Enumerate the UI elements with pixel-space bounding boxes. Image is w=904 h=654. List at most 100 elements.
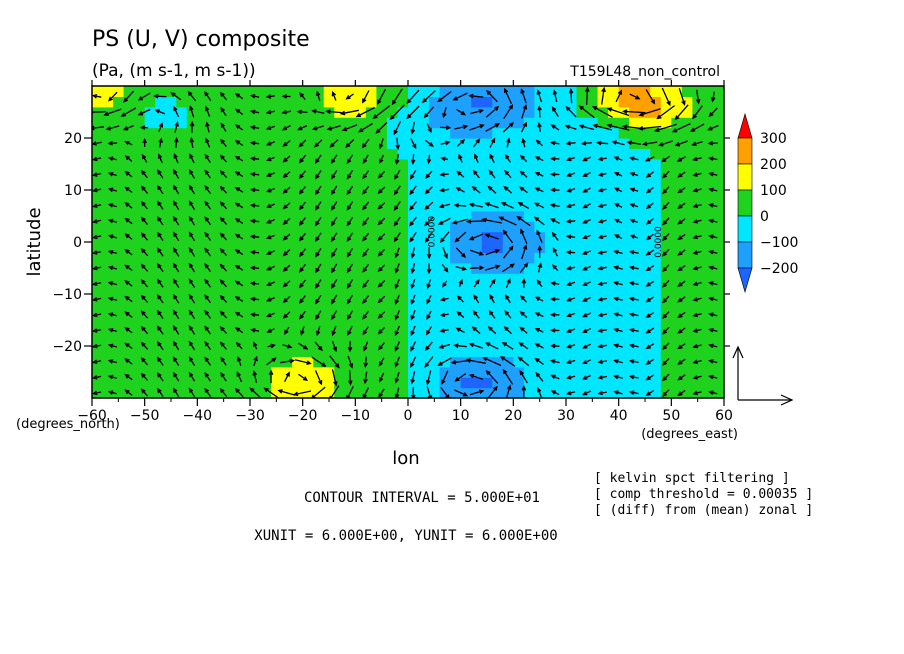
wind-vector — [645, 343, 655, 350]
field-cell — [481, 356, 493, 368]
wind-vector — [410, 263, 416, 275]
field-cell — [144, 294, 156, 305]
wind-vector — [534, 156, 544, 162]
field-cell — [513, 86, 525, 97]
wind-vector — [187, 90, 197, 102]
field-cell — [239, 158, 251, 170]
field-cell — [671, 127, 683, 139]
field-cell — [713, 387, 724, 398]
field-cell — [228, 242, 241, 253]
wind-vector — [156, 278, 164, 288]
wind-vector — [156, 340, 164, 351]
field-cell — [671, 366, 683, 378]
field-cell — [176, 346, 188, 357]
wind-vector — [498, 216, 517, 226]
field-cell — [692, 179, 704, 191]
field-cell — [323, 127, 335, 139]
field-cell — [176, 179, 188, 191]
wind-vector — [468, 373, 484, 380]
wind-vector — [299, 295, 306, 305]
wind-vector — [346, 170, 354, 180]
wind-vector — [662, 264, 670, 273]
wind-vector — [550, 281, 560, 286]
wind-vector — [613, 234, 623, 240]
field-cell — [566, 158, 578, 170]
wind-vector — [105, 125, 120, 131]
field-cell — [502, 86, 514, 97]
field-cell — [123, 366, 135, 378]
field-cell — [323, 356, 335, 368]
field-cell — [102, 117, 114, 129]
field-cell — [576, 346, 588, 357]
field-cell — [692, 283, 704, 295]
wind-vector — [315, 232, 322, 242]
field-cell — [365, 346, 377, 357]
field-cell — [544, 262, 557, 274]
wind-vector — [92, 265, 102, 271]
wind-vector — [124, 373, 133, 381]
field-cell — [165, 314, 177, 326]
field-cell — [165, 335, 177, 347]
field-cell — [355, 283, 367, 295]
wind-vector — [277, 389, 296, 396]
wind-vector — [582, 359, 591, 365]
wind-vector — [549, 359, 560, 364]
wind-vector — [234, 280, 244, 287]
colorbar-tick-label: 200 — [760, 157, 787, 173]
field-cell — [450, 138, 462, 149]
field-cell — [660, 314, 672, 326]
wind-vector — [204, 216, 212, 226]
field-cell — [144, 356, 156, 368]
wind-vector — [628, 359, 639, 364]
wind-vector — [107, 265, 118, 271]
field-cell — [502, 377, 514, 389]
wind-vector — [438, 203, 450, 209]
field-cell — [271, 252, 283, 264]
wind-vector — [677, 249, 686, 256]
field-cell — [292, 86, 304, 97]
field-cell — [713, 366, 724, 378]
field-cell — [481, 294, 493, 305]
field-cell — [165, 200, 177, 212]
field-cell — [608, 231, 620, 243]
field-cell — [639, 356, 651, 368]
field-cell — [292, 283, 304, 295]
field-cell — [386, 231, 399, 243]
field-cell — [144, 273, 156, 285]
wind-vector — [656, 105, 675, 120]
field-cell — [471, 252, 483, 264]
field-cell — [418, 158, 430, 170]
wind-vector — [299, 310, 306, 320]
wind-vector — [362, 232, 370, 242]
field-cell — [218, 86, 230, 97]
wind-vector — [469, 265, 485, 271]
field-cell — [418, 86, 430, 97]
field-cell — [134, 210, 146, 222]
wind-vector — [534, 343, 544, 349]
wind-vector — [311, 356, 327, 367]
wind-vector — [331, 263, 338, 274]
field-cell — [534, 366, 546, 378]
field-cell — [113, 117, 125, 129]
note-threshold: [ comp threshold = 0.00035 ] — [594, 487, 813, 502]
field-cell — [471, 86, 483, 97]
wind-vector — [410, 247, 416, 259]
field-cell — [302, 86, 314, 97]
wind-vector — [249, 218, 260, 224]
field-cell — [281, 366, 293, 378]
wind-vector — [708, 296, 718, 302]
wind-vector — [437, 357, 452, 366]
field-cell — [323, 377, 335, 389]
wind-vector — [439, 328, 449, 333]
field-cell — [334, 242, 346, 253]
field-cell — [260, 325, 272, 337]
field-cell — [450, 377, 462, 389]
wind-vector — [92, 172, 102, 177]
field-cell — [386, 335, 399, 347]
wind-vector — [456, 311, 465, 318]
field-cell — [587, 387, 599, 398]
field-cell — [207, 283, 219, 295]
wind-vector — [249, 281, 260, 286]
field-cell — [608, 314, 620, 326]
wind-vector — [535, 371, 544, 382]
